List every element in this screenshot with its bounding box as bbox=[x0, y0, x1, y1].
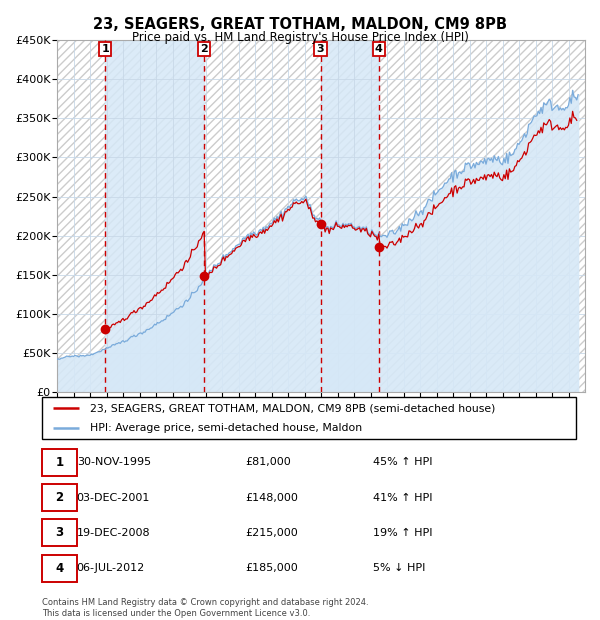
Text: £148,000: £148,000 bbox=[245, 492, 298, 503]
Text: Contains HM Land Registry data © Crown copyright and database right 2024.
This d: Contains HM Land Registry data © Crown c… bbox=[42, 598, 368, 618]
Text: 19% ↑ HPI: 19% ↑ HPI bbox=[373, 528, 433, 538]
FancyBboxPatch shape bbox=[42, 555, 77, 582]
Text: 3: 3 bbox=[55, 526, 64, 539]
Text: Price paid vs. HM Land Registry's House Price Index (HPI): Price paid vs. HM Land Registry's House … bbox=[131, 31, 469, 44]
Text: 2: 2 bbox=[55, 491, 64, 504]
FancyBboxPatch shape bbox=[42, 484, 77, 511]
FancyBboxPatch shape bbox=[42, 520, 77, 546]
Text: £215,000: £215,000 bbox=[245, 528, 298, 538]
Text: 45% ↑ HPI: 45% ↑ HPI bbox=[373, 457, 433, 467]
Text: 1: 1 bbox=[55, 456, 64, 469]
Text: 2: 2 bbox=[200, 44, 208, 54]
Text: 03-DEC-2001: 03-DEC-2001 bbox=[77, 492, 150, 503]
Text: 23, SEAGERS, GREAT TOTHAM, MALDON, CM9 8PB (semi-detached house): 23, SEAGERS, GREAT TOTHAM, MALDON, CM9 8… bbox=[90, 403, 496, 413]
Text: 4: 4 bbox=[375, 44, 383, 54]
Bar bbox=[105, 40, 204, 392]
Text: 06-JUL-2012: 06-JUL-2012 bbox=[77, 563, 145, 574]
Bar bbox=[320, 40, 379, 392]
Text: 3: 3 bbox=[317, 44, 325, 54]
Text: 41% ↑ HPI: 41% ↑ HPI bbox=[373, 492, 433, 503]
Text: 1: 1 bbox=[101, 44, 109, 54]
Text: 30-NOV-1995: 30-NOV-1995 bbox=[77, 457, 151, 467]
Text: 23, SEAGERS, GREAT TOTHAM, MALDON, CM9 8PB: 23, SEAGERS, GREAT TOTHAM, MALDON, CM9 8… bbox=[93, 17, 507, 32]
Text: 19-DEC-2008: 19-DEC-2008 bbox=[77, 528, 151, 538]
FancyBboxPatch shape bbox=[42, 449, 77, 476]
Text: £185,000: £185,000 bbox=[245, 563, 298, 574]
Text: HPI: Average price, semi-detached house, Maldon: HPI: Average price, semi-detached house,… bbox=[90, 423, 362, 433]
Text: 5% ↓ HPI: 5% ↓ HPI bbox=[373, 563, 425, 574]
Text: £81,000: £81,000 bbox=[245, 457, 290, 467]
Text: 4: 4 bbox=[55, 562, 64, 575]
